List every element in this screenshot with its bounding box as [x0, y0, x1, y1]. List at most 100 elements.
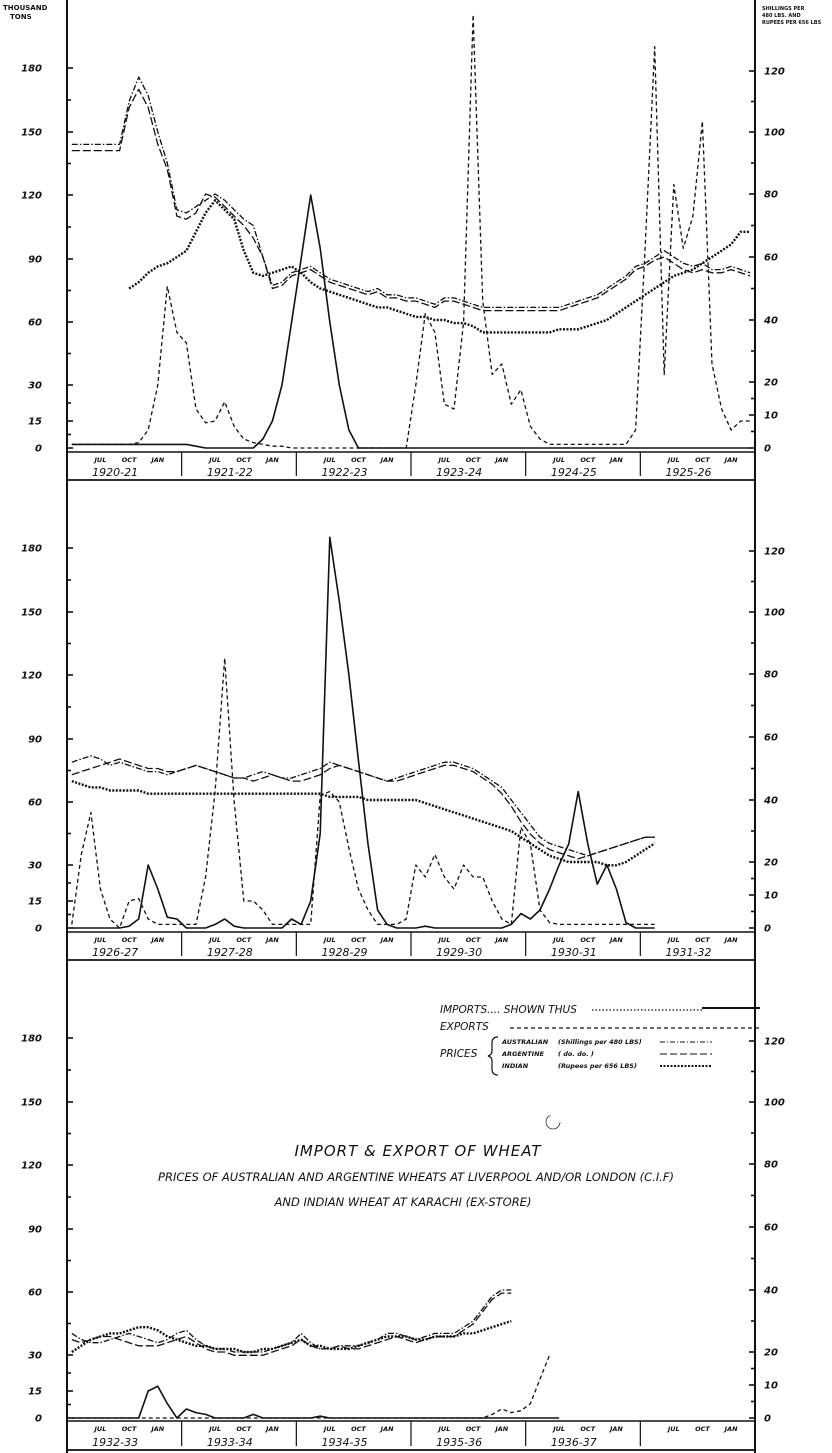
year-label: 1934-35 — [322, 1436, 368, 1449]
left-tick-label: 30 — [28, 861, 42, 872]
corner-label-right: SHILLINGS PER 480 LBS. AND RUPEES PER 65… — [762, 6, 822, 26]
month-label: JUL — [437, 936, 451, 944]
month-label: JAN — [379, 936, 394, 944]
month-label: JAN — [149, 1425, 164, 1433]
month-label: OCT — [236, 936, 251, 944]
series-imports — [71, 536, 655, 929]
month-label: OCT — [466, 456, 481, 464]
legend-prices-label: PRICES — [440, 1048, 478, 1060]
month-label: OCT — [695, 456, 710, 464]
year-label: 1929-30 — [436, 946, 482, 959]
left-tick-label: 0 — [35, 444, 42, 455]
year-label: 1928-29 — [322, 946, 368, 959]
title-line3: AND INDIAN WHEAT AT KARACHI (EX-STORE) — [274, 1195, 532, 1209]
year-label: 1936-37 — [551, 1436, 597, 1449]
right-tick-label: 10 — [764, 411, 778, 422]
month-label: JUL — [322, 1425, 336, 1433]
series-indian — [71, 779, 656, 867]
right-tick-label: 100 — [764, 608, 785, 619]
month-label: JAN — [379, 1425, 394, 1433]
left-tick-label: 90 — [28, 735, 42, 746]
legend-unit-argentine: ( do. do. ) — [558, 1050, 594, 1058]
month-label: JAN — [608, 456, 623, 464]
title-line2: PRICES OF AUSTRALIAN AND ARGENTINE WHEAT… — [158, 1170, 674, 1184]
series-exports — [71, 14, 751, 449]
right-tick-label: 80 — [764, 190, 778, 201]
left-tick-label: 90 — [28, 255, 42, 266]
left-tick-label: 120 — [21, 1161, 42, 1172]
month-label: JAN — [264, 936, 279, 944]
chart-title: IMPORT & EXPORT OF WHEAT PRICES OF AUSTR… — [158, 1142, 674, 1209]
month-label: OCT — [122, 456, 137, 464]
legend-unit-indian: (Rupees per 656 LBS) — [558, 1062, 637, 1070]
panel-1: JUL OCT JAN 1920-21 JUL OCT JAN 1921-22 JUL OCT JA… — [21, 14, 785, 481]
panel-2: JUL OCT JAN 1926-27 JUL OCT JAN 1927-28 JUL OCT JA… — [21, 536, 785, 961]
left-tick-label: 30 — [28, 1351, 42, 1362]
year-label: 1921-22 — [207, 466, 253, 479]
month-label: JUL — [551, 456, 565, 464]
right-tick-label: 120 — [764, 67, 785, 78]
legend: IMPORTS.... SHOWN THUS EXPORTS PRICES AU… — [440, 1004, 760, 1076]
corner-right-line3: RUPEES PER 656 LBS — [762, 20, 822, 26]
month-label: JAN — [149, 936, 164, 944]
right-tick-label: 10 — [764, 891, 778, 902]
month-label: OCT — [580, 936, 595, 944]
series-indian — [128, 199, 751, 334]
month-label: OCT — [351, 456, 366, 464]
month-label: JUL — [666, 456, 680, 464]
month-label: OCT — [351, 1425, 366, 1433]
month-label: JUL — [207, 1425, 221, 1433]
month-label: JUL — [93, 1425, 107, 1433]
year-label: 1923-24 — [436, 466, 482, 479]
left-tick-label: 120 — [21, 671, 42, 682]
panel-3: JUL OCT JAN 1932-33 JUL OCT JAN 1933-34 JUL OCT JA… — [21, 1034, 785, 1451]
left-tick-label: 60 — [28, 318, 42, 329]
right-tick-label: 0 — [764, 444, 771, 455]
punch-hole-icon — [545, 1114, 561, 1130]
corner-left-line1: THOUSAND — [3, 4, 48, 12]
legend-item-australian: AUSTRALIAN — [501, 1038, 549, 1046]
month-label: JUL — [666, 1425, 680, 1433]
right-tick-label: 120 — [764, 1037, 785, 1048]
month-label: JUL — [666, 936, 680, 944]
corner-label-left: THOUSAND TONS — [3, 4, 48, 21]
month-label: OCT — [236, 1425, 251, 1433]
legend-item-argentine: ARGENTINE — [501, 1050, 545, 1058]
right-tick-label: 60 — [764, 1223, 778, 1234]
year-label: 1933-34 — [207, 1436, 253, 1449]
series-exports — [71, 657, 655, 929]
series-indian — [71, 1319, 512, 1354]
year-label: 1931-32 — [666, 946, 712, 959]
month-label: JAN — [379, 456, 394, 464]
year-label: 1922-23 — [322, 466, 368, 479]
year-label: 1920-21 — [92, 466, 138, 479]
right-tick-label: 0 — [764, 1414, 771, 1425]
left-tick-label: 0 — [35, 1414, 42, 1425]
right-tick-label: 40 — [763, 316, 778, 327]
month-label: JAN — [264, 456, 279, 464]
month-label: JAN — [149, 456, 164, 464]
left-tick-label: 150 — [21, 1098, 42, 1109]
right-tick-label: 120 — [764, 547, 785, 558]
month-label: JAN — [723, 456, 738, 464]
left-tick-label: 180 — [21, 544, 42, 555]
month-label: OCT — [236, 456, 251, 464]
year-label: 1927-28 — [207, 946, 253, 959]
month-label: JUL — [551, 936, 565, 944]
month-label: JUL — [437, 1425, 451, 1433]
corner-left-line2: TONS — [10, 13, 32, 21]
corner-right-line1: SHILLINGS PER — [762, 6, 805, 12]
chart-frame — [66, 0, 756, 1453]
year-label: 1925-26 — [666, 466, 712, 479]
month-label: JAN — [723, 936, 738, 944]
left-tick-label: 150 — [21, 608, 42, 619]
left-tick-label: 120 — [21, 191, 42, 202]
month-label: JAN — [723, 1425, 738, 1433]
legend-unit-australian: (Shillings per 480 LBS) — [558, 1038, 642, 1046]
year-label: 1926-27 — [92, 946, 138, 959]
right-tick-label: 10 — [764, 1381, 778, 1392]
left-tick-label: 30 — [28, 381, 42, 392]
series-australian — [71, 76, 751, 309]
right-tick-label: 100 — [764, 1098, 785, 1109]
